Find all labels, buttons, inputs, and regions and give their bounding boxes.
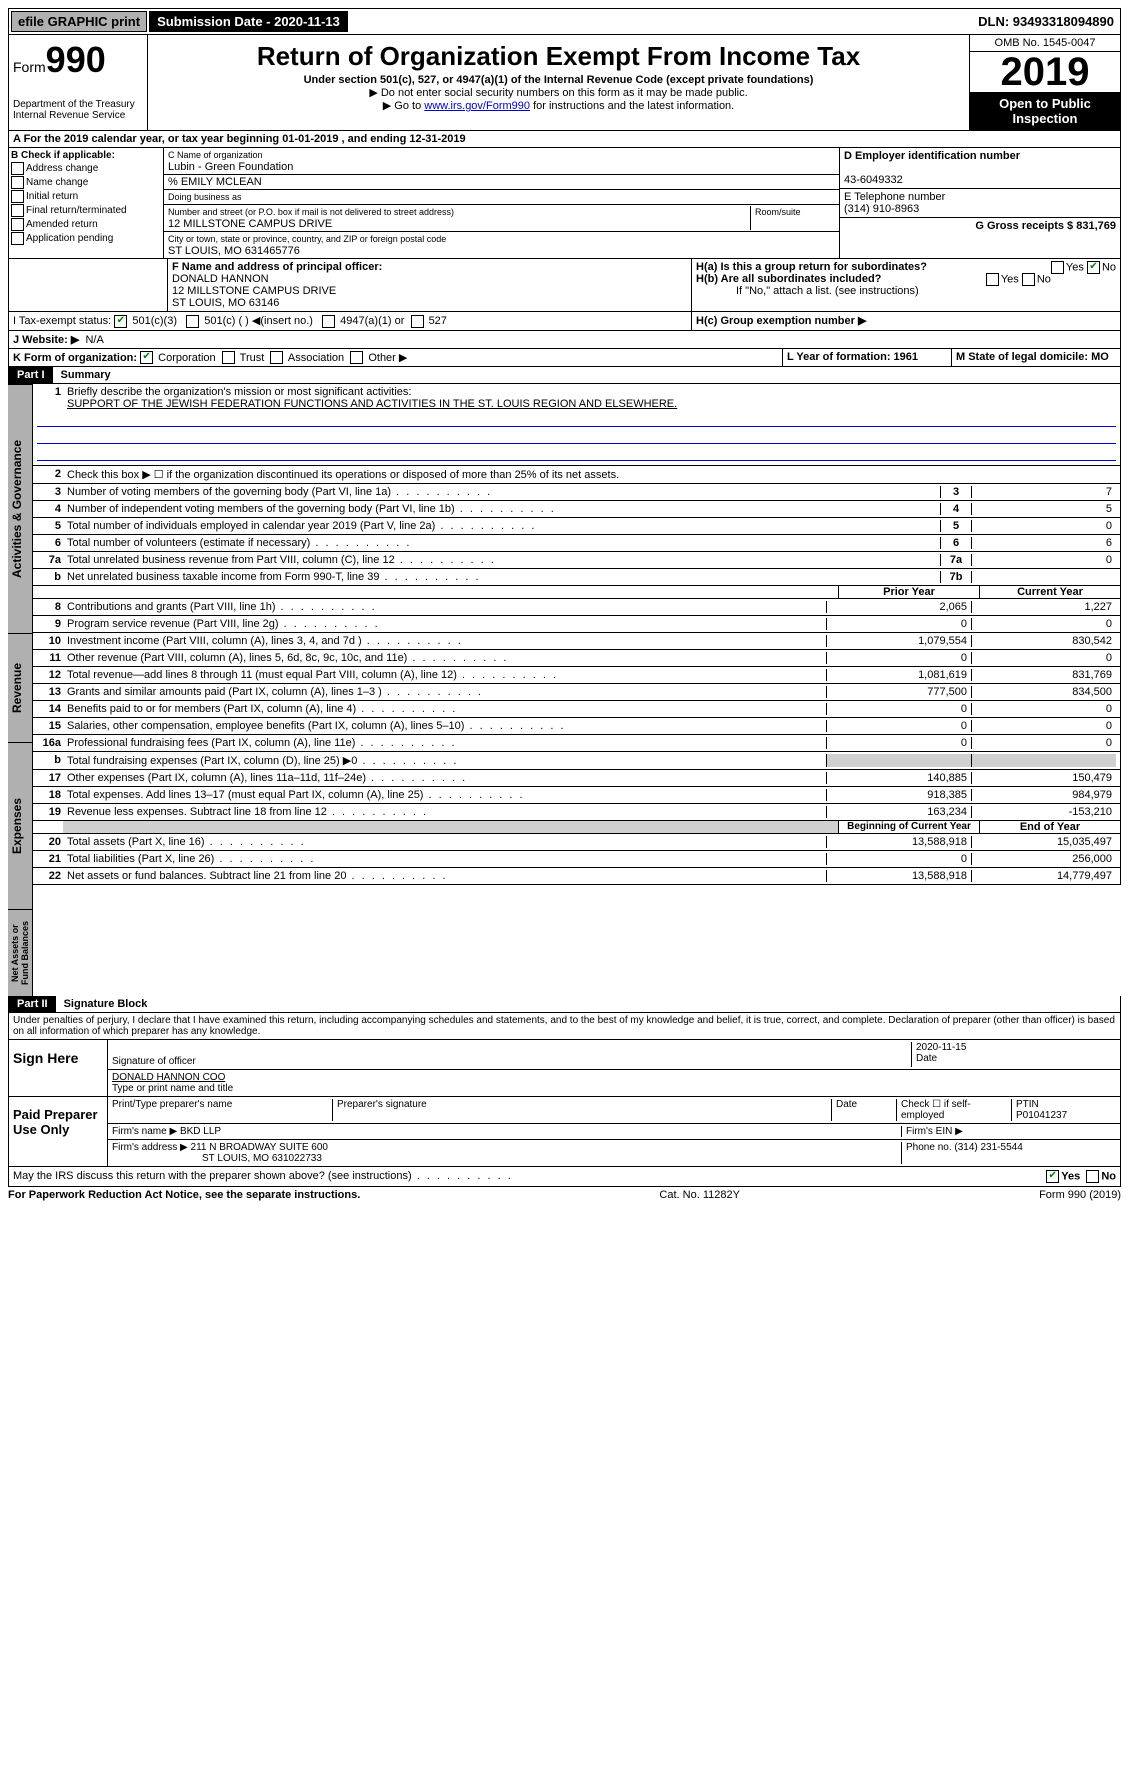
summary-row: 18Total expenses. Add lines 13–17 (must … [33, 787, 1121, 804]
submission-date: Submission Date - 2020-11-13 [149, 11, 348, 32]
box-b: B Check if applicable: Address change Na… [9, 148, 164, 258]
open-public-badge: Open to Public Inspection [970, 92, 1120, 130]
page-footer: For Paperwork Reduction Act Notice, see … [8, 1187, 1121, 1201]
ptin: P01041237 [1016, 1110, 1067, 1121]
dept-label: Department of the Treasury [13, 99, 143, 110]
summary-row: 21Total liabilities (Part X, line 26)025… [33, 851, 1121, 868]
mission-text: SUPPORT OF THE JEWISH FEDERATION FUNCTIO… [37, 398, 1116, 410]
signature-block: Under penalties of perjury, I declare th… [8, 1013, 1121, 1167]
paid-preparer-label: Paid Preparer Use Only [9, 1097, 108, 1166]
summary-row: 8Contributions and grants (Part VIII, li… [33, 599, 1121, 616]
org-name: Lubin - Green Foundation [168, 161, 293, 173]
summary-row: 20Total assets (Part X, line 16)13,588,9… [33, 834, 1121, 851]
box-c: C Name of organization Lubin - Green Fou… [164, 148, 839, 258]
part1-header: Part I Summary [8, 367, 1121, 384]
summary-row: 9Program service revenue (Part VIII, lin… [33, 616, 1121, 633]
firm-name: BKD LLP [180, 1126, 221, 1137]
summary-row: 4Number of independent voting members of… [33, 501, 1121, 518]
row-j: J Website: ▶ N/A [8, 331, 1121, 349]
efile-button[interactable]: efile GRAPHIC print [11, 11, 147, 32]
irs-label: Internal Revenue Service [13, 110, 143, 121]
row-a-tax-year: A For the 2019 calendar year, or tax yea… [8, 131, 1121, 148]
summary-row: bNet unrelated business taxable income f… [33, 569, 1121, 586]
summary-row: 11Other revenue (Part VIII, column (A), … [33, 650, 1121, 667]
summary-row: 14Benefits paid to or for members (Part … [33, 701, 1121, 718]
telephone: (314) 910-8963 [844, 203, 919, 215]
irs-link[interactable]: www.irs.gov/Form990 [424, 100, 530, 112]
box-deg: D Employer identification number 43-6049… [839, 148, 1120, 258]
top-bar: efile GRAPHIC print Submission Date - 20… [8, 8, 1121, 35]
sign-here-label: Sign Here [9, 1040, 108, 1096]
part2-header: Part II Signature Block [8, 996, 1121, 1013]
summary-row: 3Number of voting members of the governi… [33, 484, 1121, 501]
summary-row: 10Investment income (Part VIII, column (… [33, 633, 1121, 650]
form-title: Return of Organization Exempt From Incom… [152, 41, 965, 72]
street-address: 12 MILLSTONE CAMPUS DRIVE [168, 218, 332, 230]
summary-row: 7aTotal unrelated business revenue from … [33, 552, 1121, 569]
summary-section: Activities & Governance Revenue Expenses… [8, 384, 1121, 996]
firm-phone: Phone no. (314) 231-5544 [902, 1142, 1116, 1164]
care-of: % EMILY MCLEAN [164, 175, 839, 190]
tax-year: 2019 [970, 52, 1120, 92]
perjury-declaration: Under penalties of perjury, I declare th… [9, 1013, 1120, 1039]
vlabel-activities: Activities & Governance [8, 384, 33, 633]
summary-row: 12Total revenue—add lines 8 through 11 (… [33, 667, 1121, 684]
vlabel-revenue: Revenue [8, 633, 33, 742]
summary-row: 22Net assets or fund balances. Subtract … [33, 868, 1121, 885]
summary-row: 19Revenue less expenses. Subtract line 1… [33, 804, 1121, 821]
row-i: I Tax-exempt status: 501(c)(3) 501(c) ( … [8, 312, 1121, 331]
row-fh: F Name and address of principal officer:… [8, 259, 1121, 312]
summary-row: bTotal fundraising expenses (Part IX, co… [33, 752, 1121, 770]
section-bcd: B Check if applicable: Address change Na… [8, 148, 1121, 259]
summary-row: 5Total number of individuals employed in… [33, 518, 1121, 535]
form-header: Form990 Department of the Treasury Inter… [8, 35, 1121, 131]
gross-receipts: G Gross receipts $ 831,769 [975, 220, 1116, 232]
vlabel-netassets: Net Assets or Fund Balances [8, 909, 33, 996]
dln-label: DLN: 93493318094890 [978, 14, 1120, 29]
summary-row: 17Other expenses (Part IX, column (A), l… [33, 770, 1121, 787]
note-1: ▶ Do not enter social security numbers o… [152, 86, 965, 99]
row-klm: K Form of organization: Corporation Trus… [8, 349, 1121, 368]
discuss-row: May the IRS discuss this return with the… [8, 1167, 1121, 1187]
summary-row: 15Salaries, other compensation, employee… [33, 718, 1121, 735]
summary-row: 13Grants and similar amounts paid (Part … [33, 684, 1121, 701]
summary-row: 6Total number of volunteers (estimate if… [33, 535, 1121, 552]
officer-name: DONALD HANNON COO [112, 1072, 225, 1083]
form-number: Form990 [13, 39, 143, 81]
city-state-zip: ST LOUIS, MO 631465776 [168, 245, 300, 257]
summary-row: 16aProfessional fundraising fees (Part I… [33, 735, 1121, 752]
ein: 43-6049332 [844, 174, 903, 186]
vlabel-expenses: Expenses [8, 742, 33, 909]
form-subtitle: Under section 501(c), 527, or 4947(a)(1)… [152, 74, 965, 86]
note-2: ▶ Go to www.irs.gov/Form990 for instruct… [152, 99, 965, 112]
